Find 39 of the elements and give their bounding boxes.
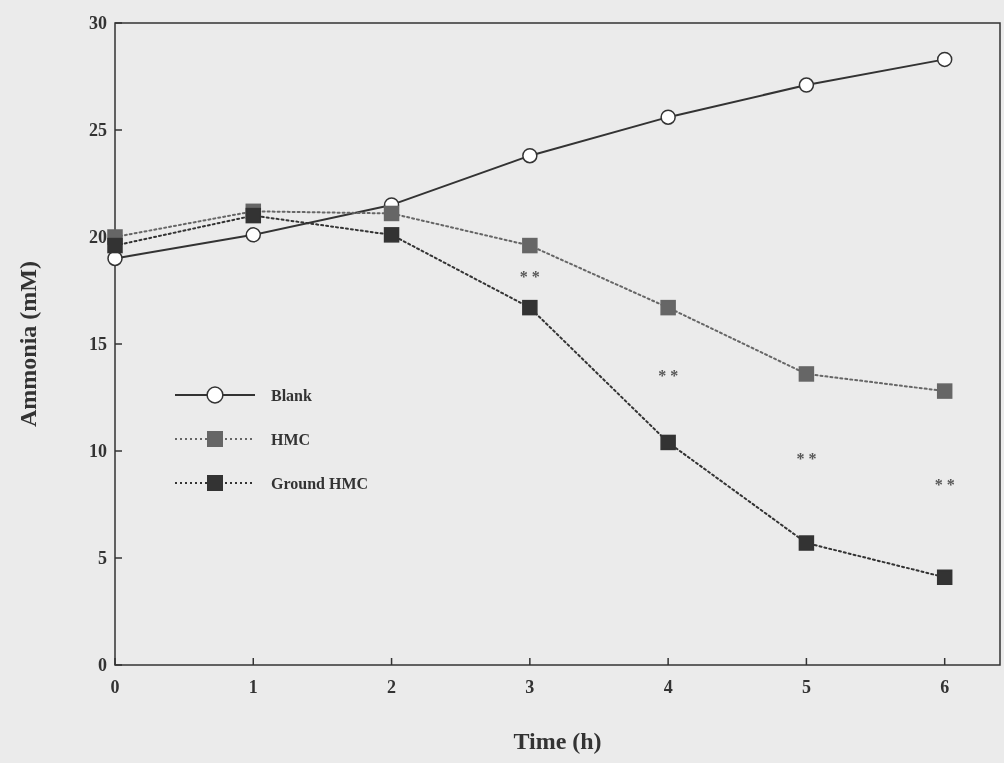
- x-tick-label: 2: [387, 677, 397, 697]
- point: [107, 237, 123, 254]
- point: [660, 299, 676, 316]
- point: [245, 207, 262, 224]
- y-tick-label: 30: [89, 13, 107, 34]
- x-tick-label: 4: [663, 677, 673, 697]
- x-tick-label: 5: [801, 677, 811, 697]
- annotation: * *: [658, 366, 679, 384]
- y-axis-title: Ammonia (mM): [15, 261, 41, 427]
- x-tick-label: 6: [940, 677, 950, 697]
- y-tick-label: 0: [98, 655, 107, 676]
- point: [936, 383, 953, 399]
- y-tick-label: 25: [89, 120, 107, 141]
- y-tick-label: 5: [98, 548, 107, 569]
- point: [522, 147, 538, 164]
- point: [383, 205, 400, 222]
- point: [798, 535, 815, 551]
- point: [798, 366, 815, 382]
- point: [522, 299, 538, 316]
- point: [936, 51, 953, 68]
- x-axis-title: Time (h): [513, 728, 602, 754]
- x-tick-label: 3: [525, 677, 535, 697]
- annotation: * *: [519, 268, 540, 286]
- point: [245, 227, 262, 243]
- annotation: * *: [796, 450, 817, 468]
- y-tick-label: 15: [89, 334, 107, 355]
- legend-label: Blank: [271, 386, 313, 404]
- point: [798, 77, 815, 93]
- y-tick-label: 10: [89, 441, 107, 462]
- annotation: * *: [934, 475, 955, 493]
- x-tick-label: 1: [248, 677, 258, 697]
- point: [660, 434, 676, 451]
- point: [660, 109, 676, 125]
- point: [936, 569, 953, 586]
- point: [522, 237, 538, 254]
- y-tick-label: 20: [89, 227, 107, 248]
- point: [383, 227, 400, 243]
- legend-label: Ground HMC: [271, 474, 369, 492]
- legend-label: HMC: [271, 430, 311, 448]
